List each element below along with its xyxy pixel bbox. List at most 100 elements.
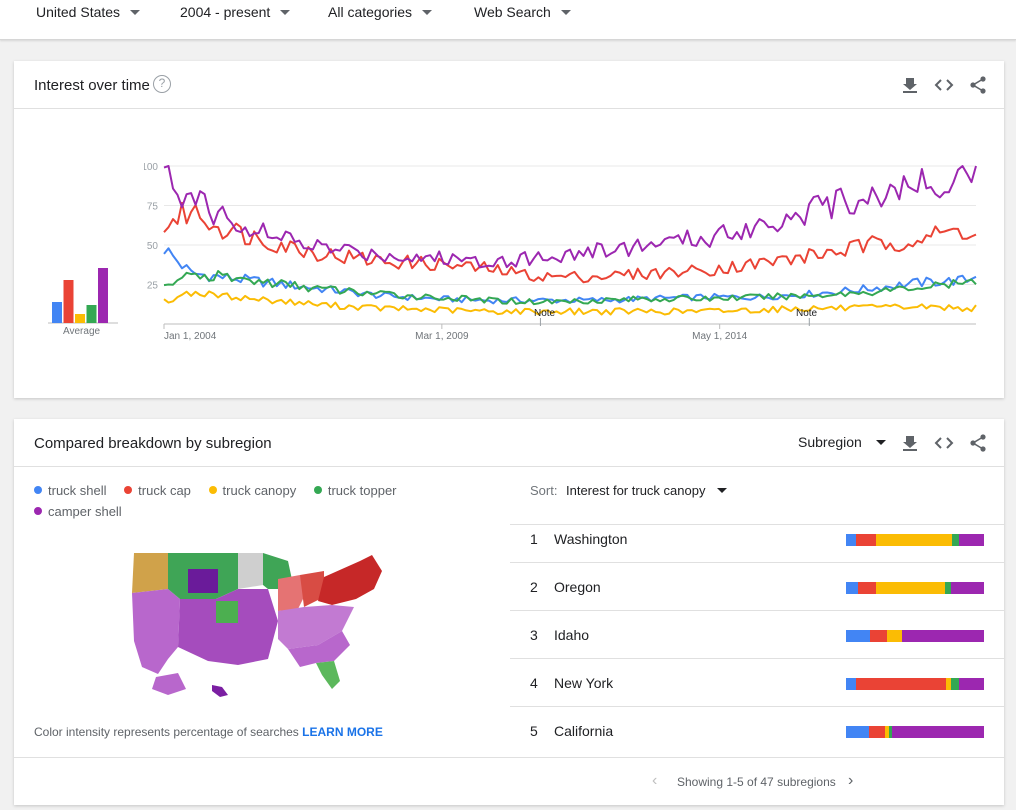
list-item[interactable]: 2 Oregon bbox=[510, 563, 1004, 611]
bar-segment-truck-topper bbox=[888, 726, 892, 738]
map-region-michigan[interactable] bbox=[300, 571, 324, 607]
bar-segment-camper-shell bbox=[950, 582, 984, 594]
sort-row: Sort: Interest for truck canopy bbox=[510, 481, 1004, 525]
map-region-southeast[interactable] bbox=[288, 631, 350, 667]
chart-note-2[interactable]: Note bbox=[796, 308, 818, 319]
category-filter[interactable]: All categories bbox=[328, 4, 433, 20]
chevron-down-icon bbox=[422, 9, 433, 15]
bar-segment-truck-topper bbox=[950, 678, 959, 690]
legend-label: camper shell bbox=[48, 504, 122, 519]
interest-over-time-header: Interest over time ? bbox=[14, 61, 1004, 109]
legend-item-truck-topper[interactable]: truck topper bbox=[313, 483, 397, 498]
average-bar-camper-shell bbox=[98, 268, 108, 323]
breakdown-card: Compared breakdown by subregion Subregio… bbox=[14, 419, 1004, 805]
list-item[interactable]: 4 New York bbox=[510, 659, 1004, 707]
bar-segment-camper-shell bbox=[902, 630, 984, 642]
y-tick-label: 25 bbox=[147, 281, 159, 292]
legend-dot bbox=[124, 486, 133, 494]
us-subregion-map[interactable] bbox=[128, 549, 388, 699]
time-filter-label: 2004 - present bbox=[180, 4, 271, 20]
pagination: ‹ Showing 1-5 of 47 subregions › bbox=[14, 757, 1004, 805]
legend-item-truck-canopy[interactable]: truck canopy bbox=[208, 483, 297, 498]
map-region-washington-oregon[interactable] bbox=[132, 553, 168, 593]
bar-segment-camper-shell bbox=[958, 678, 984, 690]
series-line-truck-topper bbox=[163, 270, 977, 306]
map-region-great-lakes[interactable] bbox=[278, 575, 308, 611]
y-tick-label: 50 bbox=[147, 241, 159, 252]
time-filter[interactable]: 2004 - present bbox=[180, 4, 291, 20]
list-item[interactable]: 1 Washington bbox=[510, 515, 1004, 563]
series-line-truck-cap bbox=[163, 201, 977, 284]
interest-over-time-title: Interest over time bbox=[34, 77, 150, 94]
legend-dot bbox=[208, 486, 217, 494]
series-line-truck-shell bbox=[163, 247, 977, 305]
filter-bar: United States 2004 - present All categor… bbox=[0, 0, 1016, 40]
chart-note-1[interactable]: Note bbox=[534, 308, 556, 319]
map-region-florida[interactable] bbox=[316, 661, 340, 689]
average-label: Average bbox=[63, 326, 101, 337]
bar-segment-truck-canopy bbox=[876, 582, 946, 594]
y-tick-label: 75 bbox=[147, 202, 159, 213]
series-line-truck-canopy bbox=[163, 290, 977, 316]
map-region-west[interactable] bbox=[132, 589, 180, 674]
map-region-south-central[interactable] bbox=[278, 605, 354, 649]
previous-page-icon[interactable]: ‹ bbox=[652, 772, 658, 789]
chevron-down-icon bbox=[717, 488, 728, 493]
subregion-dropdown-label: Subregion bbox=[798, 434, 862, 450]
bar-segment-truck-canopy bbox=[886, 630, 903, 642]
bar-segment-camper-shell bbox=[891, 726, 984, 738]
bar-segment-truck-shell bbox=[846, 726, 870, 738]
share-icon[interactable] bbox=[968, 433, 988, 453]
pagination-text: Showing 1-5 of 47 subregions bbox=[677, 775, 836, 789]
search-type-filter[interactable]: Web Search bbox=[474, 4, 571, 20]
embed-icon[interactable] bbox=[934, 75, 954, 95]
bar-segment-truck-cap bbox=[855, 534, 876, 546]
legend-label: truck canopy bbox=[222, 483, 297, 498]
rank-region-name: Washington bbox=[554, 531, 628, 547]
search-type-filter-label: Web Search bbox=[474, 4, 551, 20]
bar-segment-truck-shell bbox=[846, 630, 870, 642]
rank-stacked-bar bbox=[846, 582, 984, 594]
interest-line-chart: 100 75 50 25 Jan 1, 2004 Mar 1, 2009 May 1, 20… bbox=[144, 162, 977, 342]
download-icon[interactable] bbox=[900, 75, 920, 95]
list-item[interactable]: 5 California bbox=[510, 707, 1004, 755]
map-footnote: Color intensity represents percentage of… bbox=[34, 725, 383, 739]
bar-segment-truck-shell bbox=[846, 678, 856, 690]
region-filter[interactable]: United States bbox=[36, 4, 141, 20]
map-region-central[interactable] bbox=[178, 589, 278, 665]
rank-stacked-bar bbox=[846, 630, 984, 642]
legend-label: truck topper bbox=[327, 483, 397, 498]
map-region-hawaii[interactable] bbox=[212, 685, 228, 697]
subregion-dropdown[interactable]: Subregion bbox=[798, 434, 886, 450]
map-region-alaska[interactable] bbox=[152, 673, 186, 695]
region-filter-label: United States bbox=[36, 4, 121, 20]
chevron-down-icon bbox=[560, 9, 571, 15]
bar-segment-truck-canopy bbox=[875, 534, 952, 546]
chevron-down-icon bbox=[130, 9, 141, 15]
bar-segment-truck-cap bbox=[857, 582, 877, 594]
legend-dot bbox=[34, 486, 42, 494]
map-region-wyoming[interactable] bbox=[188, 569, 218, 593]
legend-item-truck-shell[interactable]: truck shell bbox=[34, 483, 107, 498]
share-icon[interactable] bbox=[968, 75, 988, 95]
next-page-icon[interactable]: › bbox=[848, 772, 854, 789]
download-icon[interactable] bbox=[900, 433, 920, 453]
legend-item-truck-cap[interactable]: truck cap bbox=[124, 483, 191, 498]
bar-segment-truck-topper bbox=[945, 582, 951, 594]
legend-label: truck shell bbox=[48, 483, 107, 498]
interest-over-time-card: Interest over time ? Average 100 75 50 25 Ja… bbox=[14, 61, 1004, 398]
bar-segment-camper-shell bbox=[958, 534, 984, 546]
help-icon[interactable]: ? bbox=[153, 75, 171, 93]
average-bar-truck-topper bbox=[86, 305, 97, 323]
map-region-colorado[interactable] bbox=[216, 601, 238, 623]
map-region-northeast[interactable] bbox=[318, 555, 382, 605]
map-region-dakotas[interactable] bbox=[238, 553, 263, 589]
rank-stacked-bar bbox=[846, 678, 984, 690]
bar-segment-truck-topper bbox=[951, 534, 959, 546]
legend-item-camper-shell[interactable]: camper shell bbox=[34, 504, 122, 519]
sort-dropdown[interactable]: Interest for truck canopy bbox=[566, 483, 728, 498]
list-item[interactable]: 3 Idaho bbox=[510, 611, 1004, 659]
embed-icon[interactable] bbox=[934, 433, 954, 453]
legend-dot bbox=[34, 507, 42, 515]
learn-more-link[interactable]: LEARN MORE bbox=[302, 725, 383, 739]
